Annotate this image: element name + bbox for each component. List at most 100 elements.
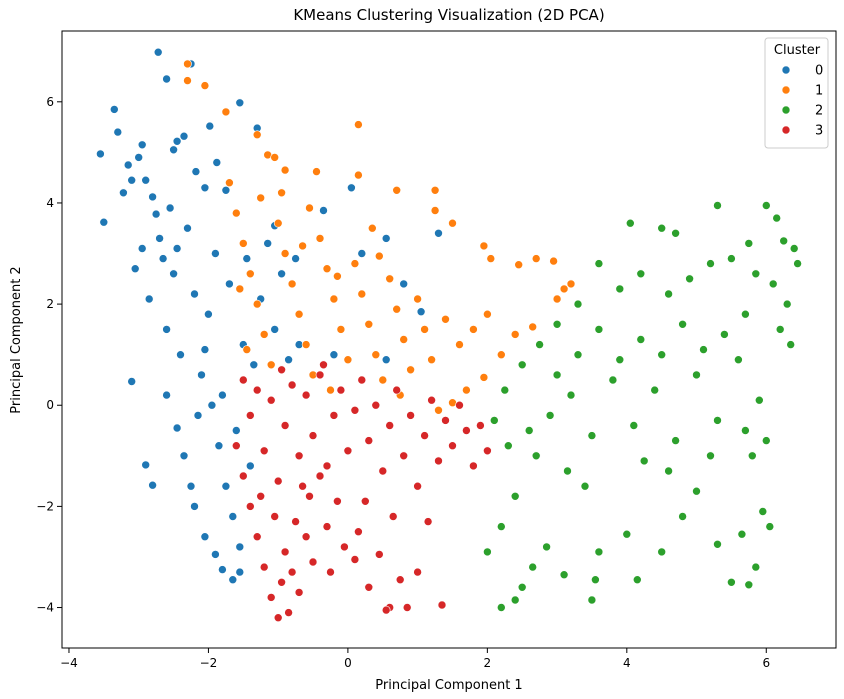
point-cluster-3 <box>305 491 314 501</box>
point-cluster-3 <box>413 567 422 577</box>
point-cluster-3 <box>392 385 402 395</box>
point-cluster-0 <box>176 350 185 360</box>
point-cluster-1 <box>252 299 262 309</box>
point-cluster-2 <box>671 436 680 445</box>
point-cluster-2 <box>622 529 632 539</box>
point-cluster-0 <box>242 254 252 263</box>
point-cluster-2 <box>657 223 667 233</box>
point-cluster-2 <box>664 289 673 299</box>
point-cluster-0 <box>186 481 196 491</box>
point-cluster-3 <box>270 512 280 521</box>
point-cluster-2 <box>765 522 775 531</box>
point-cluster-2 <box>542 542 551 552</box>
point-cluster-2 <box>573 350 583 360</box>
point-cluster-3 <box>232 441 241 451</box>
point-cluster-3 <box>340 542 349 552</box>
point-cluster-1 <box>496 350 506 360</box>
point-cluster-2 <box>496 603 506 612</box>
point-cluster-3 <box>277 365 286 375</box>
point-cluster-0 <box>130 264 140 274</box>
point-cluster-2 <box>629 421 639 430</box>
point-cluster-2 <box>734 355 743 365</box>
legend-box <box>764 37 829 149</box>
point-cluster-3 <box>280 547 290 557</box>
point-cluster-1 <box>364 319 374 329</box>
legend: Cluster 0 1 2 3 <box>764 37 829 149</box>
legend-marker <box>781 65 791 75</box>
point-cluster-2 <box>587 431 597 440</box>
point-cluster-0 <box>214 441 224 451</box>
point-cluster-2 <box>751 269 761 279</box>
point-cluster-3 <box>420 431 429 440</box>
point-cluster-0 <box>193 411 203 420</box>
point-cluster-2 <box>594 325 604 334</box>
point-cluster-1 <box>301 340 311 349</box>
y-tick-label: −4 <box>36 601 54 615</box>
point-cluster-0 <box>165 203 175 213</box>
x-tick-label: 4 <box>623 656 631 670</box>
point-cluster-1 <box>552 294 562 304</box>
point-cluster-2 <box>793 259 802 268</box>
point-cluster-3 <box>427 395 436 405</box>
point-cluster-0 <box>399 279 409 289</box>
point-cluster-0 <box>357 249 367 258</box>
point-cluster-1 <box>371 350 381 360</box>
point-cluster-3 <box>287 380 297 390</box>
point-cluster-2 <box>503 441 513 451</box>
point-cluster-1 <box>333 271 342 281</box>
point-cluster-2 <box>636 269 646 279</box>
point-cluster-1 <box>354 120 363 129</box>
point-cluster-2 <box>489 416 499 425</box>
point-cluster-1 <box>479 373 489 382</box>
point-cluster-2 <box>559 570 569 580</box>
point-cluster-2 <box>552 370 562 380</box>
point-cluster-0 <box>137 244 147 253</box>
point-cluster-2 <box>789 244 799 253</box>
point-cluster-3 <box>308 431 318 440</box>
point-cluster-0 <box>190 502 199 511</box>
point-cluster-3 <box>259 446 269 456</box>
point-cluster-0 <box>148 192 157 202</box>
point-cluster-1 <box>434 405 443 415</box>
point-cluster-2 <box>566 390 576 400</box>
point-cluster-1 <box>294 309 304 319</box>
point-cluster-0 <box>148 480 157 490</box>
point-cluster-2 <box>563 466 572 476</box>
point-cluster-3 <box>329 411 339 420</box>
legend-title: Cluster <box>774 43 821 58</box>
point-cluster-0 <box>169 145 178 155</box>
point-cluster-2 <box>535 340 544 349</box>
point-cluster-2 <box>657 547 667 557</box>
point-cluster-2 <box>751 562 761 572</box>
point-cluster-2 <box>720 330 729 339</box>
point-cluster-1 <box>280 165 290 175</box>
point-cluster-3 <box>322 522 332 531</box>
point-cluster-1 <box>462 385 471 395</box>
point-cluster-3 <box>350 405 360 415</box>
point-cluster-1 <box>531 254 541 263</box>
y-axis-label: Principal Component 2 <box>9 266 24 413</box>
point-cluster-3 <box>395 575 405 585</box>
point-cluster-2 <box>685 274 694 284</box>
x-tick-label: −2 <box>200 656 218 670</box>
point-cluster-2 <box>744 580 754 590</box>
point-cluster-3 <box>483 446 492 456</box>
point-cluster-0 <box>134 153 143 162</box>
point-cluster-2 <box>510 595 520 605</box>
point-cluster-0 <box>218 390 227 400</box>
point-cluster-0 <box>144 294 154 304</box>
point-cluster-2 <box>591 575 600 585</box>
point-cluster-1 <box>392 186 402 195</box>
point-cluster-2 <box>761 436 771 445</box>
point-cluster-0 <box>141 460 150 470</box>
point-cluster-1 <box>514 260 524 270</box>
point-cluster-1 <box>298 241 307 251</box>
point-cluster-3 <box>374 550 384 559</box>
point-cluster-1 <box>326 385 335 395</box>
point-cluster-0 <box>381 355 391 365</box>
point-cluster-2 <box>727 254 736 263</box>
point-cluster-2 <box>754 395 764 405</box>
point-cluster-2 <box>768 279 778 289</box>
y-axis-ticks: −4 −2 0 2 4 6 <box>36 95 62 615</box>
point-cluster-1 <box>256 193 266 203</box>
